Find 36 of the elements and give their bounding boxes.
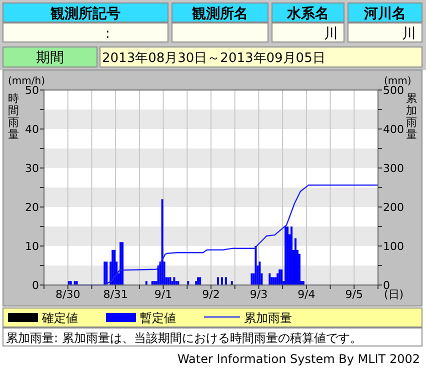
y2-tick-label: 200 (383, 201, 404, 214)
x-tick-label: 9/3 (250, 288, 268, 301)
text: 期間 (36, 50, 64, 66)
legend-label: 暫定値 (140, 311, 176, 325)
text: : (105, 26, 110, 42)
x-tick-label: 9/4 (298, 288, 316, 301)
legend-label: 確定値 (41, 311, 78, 325)
y-tick-label: 10 (25, 240, 39, 253)
y-tick-label: 0 (32, 279, 39, 292)
text: 河川名 (363, 6, 406, 22)
text: 川 (402, 26, 416, 42)
x-tick-label: 9/2 (202, 288, 220, 301)
y-tick-label: 40 (25, 123, 39, 136)
y2-tick-label: 300 (383, 162, 404, 175)
y-tick-label: 30 (25, 162, 39, 175)
x-tick-label: 9/5 (345, 288, 363, 301)
x-tick-label: 9/1 (154, 288, 172, 301)
text: 観測所名 (191, 6, 248, 22)
y2-axis-title: 累加雨量 (406, 92, 417, 141)
text: 川 (324, 26, 338, 42)
text: 2013年08月30日～2013年09月05日 (102, 51, 326, 66)
text: 水系名 (286, 6, 329, 22)
y2-tick-label: 400 (383, 123, 404, 136)
legend-label: 累加雨量 (244, 311, 292, 325)
text: 観測所記号 (50, 6, 120, 22)
text: Water Information System By MLIT 2002 (177, 352, 420, 366)
y2-tick-label: 500 (383, 84, 404, 97)
x-tick-label: 8/31 (103, 288, 128, 301)
text: (mm/h) (8, 76, 46, 87)
y-axis-title: 時間雨量 (8, 92, 19, 141)
y-tick-label: 20 (25, 201, 39, 214)
y2-tick-label: 100 (383, 240, 404, 253)
text: 累加雨量: 累加雨量は、当該期間における時間雨量の積算値です。 (6, 331, 362, 345)
x-tick-label: 8/30 (56, 288, 80, 301)
y-tick-label: 50 (25, 84, 39, 97)
text: (mm) (384, 76, 412, 87)
